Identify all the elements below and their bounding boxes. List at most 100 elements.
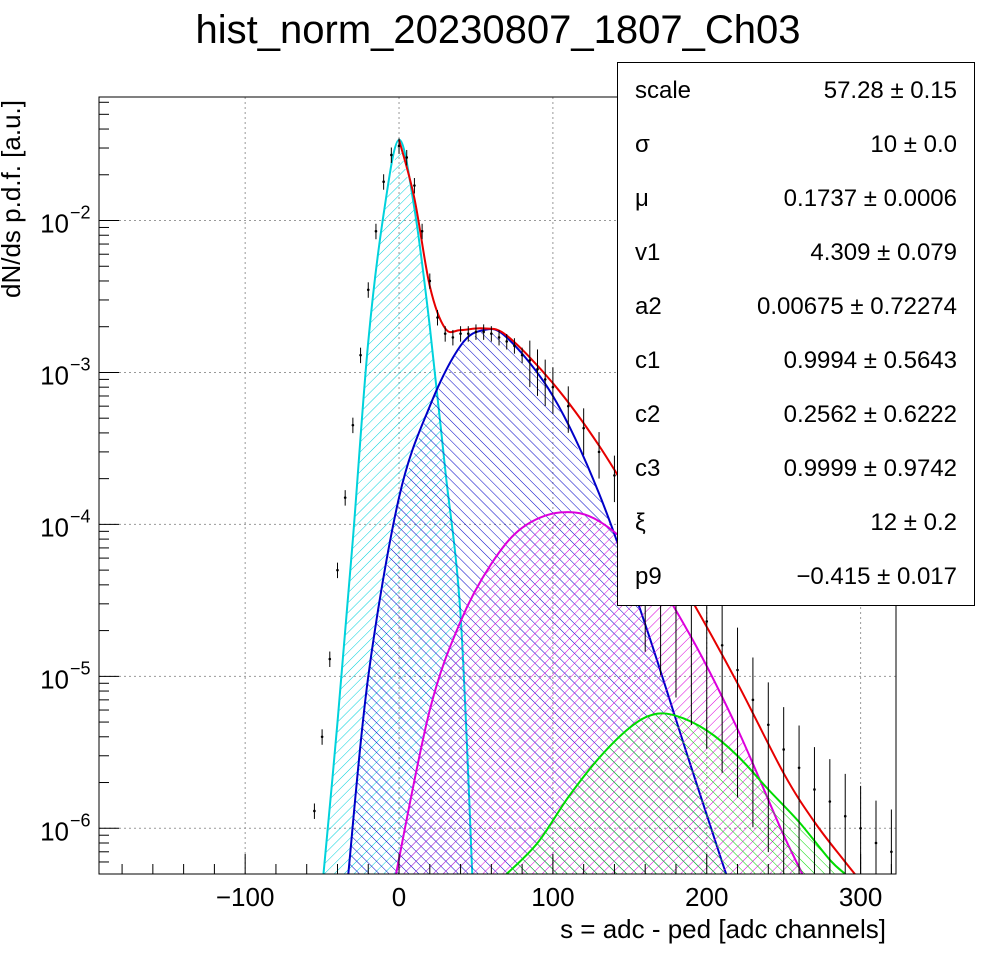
- y-tick-exponent: −4: [70, 506, 91, 526]
- data-point: [397, 144, 401, 148]
- data-point: [828, 800, 832, 803]
- stat-name: c1: [635, 347, 661, 374]
- stat-row: v1 4.309 ± 0.079: [618, 227, 974, 281]
- fit-stats-box: scale 57.28 ± 0.15 σ 10 ± 0.0 μ 0.1737 ± 0.00…: [617, 62, 975, 606]
- data-point: [551, 385, 555, 389]
- data-point: [490, 332, 493, 335]
- y-axis-label: dN/ds p.d.f. [a.u.]: [0, 100, 26, 298]
- data-point: [513, 344, 516, 347]
- stat-name: ξ: [635, 509, 646, 536]
- data-point: [705, 620, 709, 623]
- x-tick-label: 300: [839, 882, 882, 912]
- data-point: [543, 378, 547, 381]
- stat-row: c1 0.9994 ± 0.5643: [618, 335, 974, 389]
- stat-name: a2: [635, 293, 662, 320]
- data-point: [336, 568, 339, 572]
- stat-name: p9: [635, 563, 662, 590]
- x-tick-label: 0: [392, 882, 406, 912]
- plot-series: [322, 138, 857, 874]
- stat-value: 12 ± 0.2: [870, 509, 957, 536]
- stat-name: v1: [635, 239, 661, 266]
- data-point: [374, 229, 378, 233]
- stat-value: 0.9994 ± 0.5643: [783, 347, 957, 374]
- data-point: [859, 826, 862, 830]
- stat-value: 0.2562 ± 0.6222: [783, 401, 957, 428]
- chart-title: hist_norm_20230807_1807_Ch03: [195, 8, 801, 52]
- data-point: [466, 332, 470, 335]
- stat-value: 10 ± 0.0: [870, 131, 957, 158]
- data-point: [505, 340, 509, 343]
- stat-row: μ 0.1737 ± 0.0006: [618, 173, 974, 227]
- data-point: [497, 336, 501, 339]
- data-point: [313, 809, 316, 813]
- stat-name: σ: [635, 131, 650, 158]
- y-tick-exponent: −5: [70, 658, 91, 678]
- data-point: [443, 332, 447, 335]
- y-tick-exponent: −2: [70, 203, 91, 223]
- x-tick-label: −100: [216, 882, 275, 912]
- data-point: [566, 404, 570, 408]
- data-point: [366, 288, 370, 292]
- y-tick-label: 10: [40, 512, 69, 542]
- y-tick-label: 10: [40, 209, 69, 239]
- stat-row: ξ 12 ± 0.2: [618, 497, 974, 551]
- stat-row: scale 57.28 ± 0.15: [618, 65, 974, 119]
- data-point: [459, 332, 462, 335]
- data-point: [751, 698, 755, 702]
- stat-row: a2 0.00675 ± 0.72274: [618, 281, 974, 335]
- data-point: [320, 735, 324, 739]
- stat-value: 0.00675 ± 0.72274: [756, 293, 957, 320]
- data-point: [328, 657, 332, 661]
- data-point: [359, 353, 362, 357]
- data-point: [874, 841, 878, 845]
- stat-name: c2: [635, 401, 661, 428]
- data-point: [597, 450, 601, 454]
- data-point: [736, 668, 739, 672]
- stat-value: 57.28 ± 0.15: [823, 77, 957, 104]
- data-point: [528, 359, 532, 362]
- data-point: [351, 423, 355, 427]
- data-point: [343, 496, 347, 499]
- data-point: [390, 153, 393, 157]
- data-point: [436, 316, 439, 319]
- data-point: [405, 156, 409, 159]
- y-tick-label: 10: [40, 816, 69, 846]
- y-tick-label: 10: [40, 360, 69, 390]
- stat-name: scale: [635, 77, 692, 104]
- stat-name: μ: [635, 185, 649, 212]
- stat-value: 4.309 ± 0.079: [810, 239, 957, 266]
- data-point: [720, 644, 724, 647]
- data-point: [482, 330, 485, 334]
- y-tick-exponent: −6: [70, 810, 91, 830]
- data-point: [474, 330, 478, 334]
- stat-row: c3 0.9999 ± 0.9742: [618, 443, 974, 497]
- data-point: [451, 336, 455, 339]
- stat-row: σ 10 ± 0.0: [618, 119, 974, 173]
- data-point: [382, 180, 385, 184]
- stat-row: c2 0.2562 ± 0.6222: [618, 389, 974, 443]
- y-tick-exponent: −3: [70, 354, 91, 374]
- stat-row: p9 −0.415 ± 0.017: [618, 551, 974, 605]
- data-point: [813, 788, 816, 791]
- series-line: [395, 511, 804, 874]
- data-point: [420, 229, 424, 233]
- x-tick-label: 100: [531, 882, 574, 912]
- stat-name: c3: [635, 455, 661, 482]
- x-tick-label: 200: [685, 882, 728, 912]
- x-axis-label: s = adc - ped [adc channels]: [560, 914, 886, 944]
- data-point: [797, 766, 801, 770]
- data-point: [536, 367, 539, 371]
- stat-value: −0.415 ± 0.017: [796, 563, 957, 590]
- data-point: [613, 474, 616, 477]
- y-tick-label: 10: [40, 664, 69, 694]
- data-point: [428, 279, 432, 283]
- stat-value: 0.9999 ± 0.9742: [783, 455, 957, 482]
- data-point: [582, 426, 585, 430]
- stat-value: 0.1737 ± 0.0006: [783, 185, 957, 212]
- data-point: [766, 723, 770, 727]
- data-point: [520, 353, 524, 357]
- data-point: [843, 814, 847, 818]
- data-point: [890, 850, 893, 854]
